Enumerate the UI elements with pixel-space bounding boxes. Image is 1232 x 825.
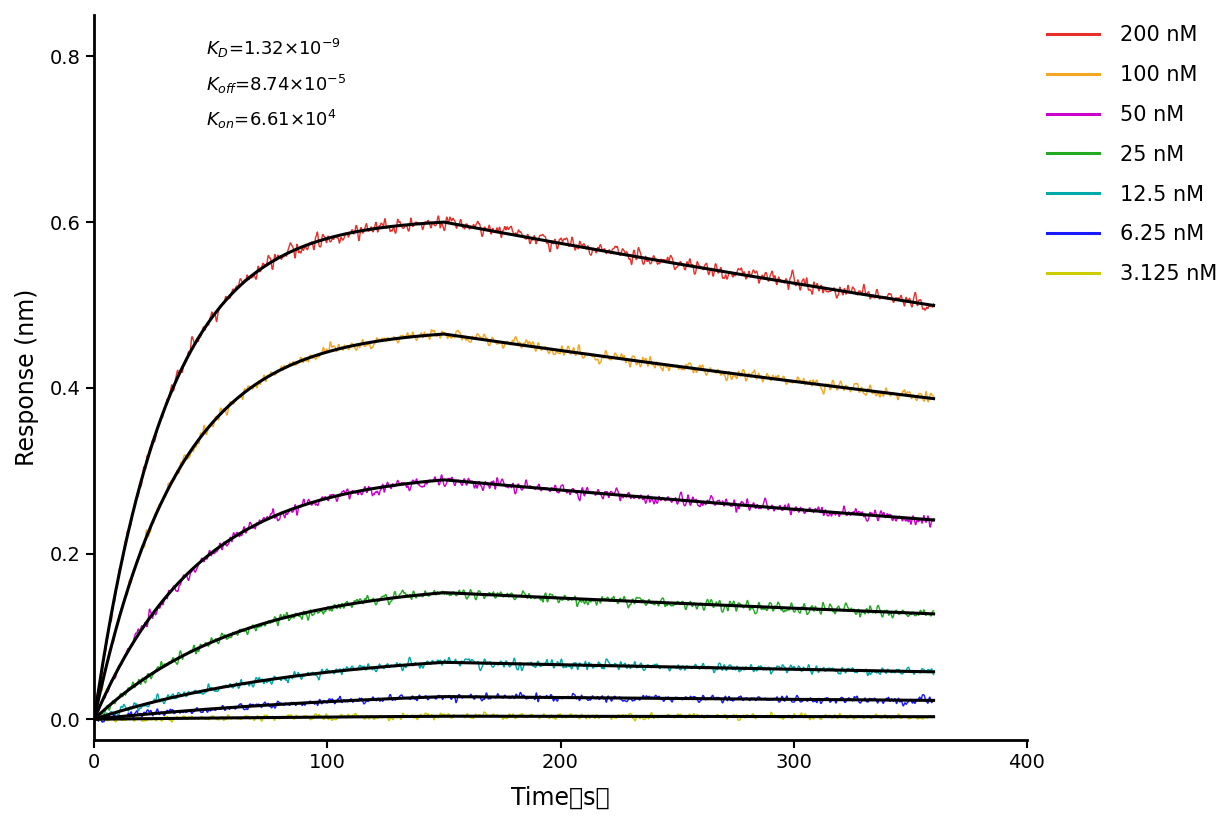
Text: $K_D$=1.32×10$^{-9}$
$K_{off}$=8.74×10$^{-5}$
$K_{on}$=6.61×10$^4$: $K_D$=1.32×10$^{-9}$ $K_{off}$=8.74×10$^… xyxy=(206,37,346,131)
Legend: 200 nM, 100 nM, 50 nM, 25 nM, 12.5 nM, 6.25 nM, 3.125 nM: 200 nM, 100 nM, 50 nM, 25 nM, 12.5 nM, 6… xyxy=(1047,26,1217,284)
Y-axis label: Response (nm): Response (nm) xyxy=(15,289,39,466)
X-axis label: Time（s）: Time（s） xyxy=(511,786,610,810)
